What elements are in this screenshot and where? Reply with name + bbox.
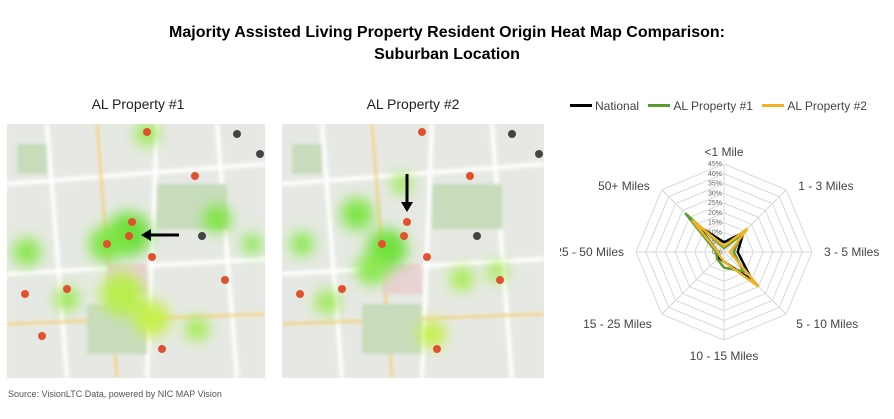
legend-item-al-property-1: AL Property #1 <box>648 99 753 113</box>
legend-item-al-property-2: AL Property #2 <box>762 99 867 113</box>
map-1-grey-pins <box>198 130 264 240</box>
heat-map-1 <box>7 124 265 378</box>
category-label-1: 1 - 3 Miles <box>798 179 853 193</box>
map-2-heat <box>290 174 507 348</box>
arrow-2-icon <box>401 174 413 212</box>
map-2-grey-pins <box>473 130 543 240</box>
category-label-4: 10 - 15 Miles <box>690 349 759 363</box>
tick-label-4: 20% <box>708 210 722 217</box>
title-line-2: Suburban Location <box>374 46 520 63</box>
map-1-title: AL Property #1 <box>91 96 185 112</box>
chart-title: Majority Assisted Living Property Reside… <box>0 22 894 66</box>
category-label-6: 25 - 50 Miles <box>560 245 624 259</box>
legend-label-al-property-1: AL Property #1 <box>673 98 753 113</box>
tick-label-8: 40% <box>708 171 722 178</box>
tick-label-9: 45% <box>708 161 722 168</box>
map-1-pins <box>21 128 229 353</box>
category-label-7: 50+ Miles <box>598 179 650 193</box>
category-label-5: 15 - 25 Miles <box>583 317 652 331</box>
legend-swatch-al-property-1 <box>648 104 671 107</box>
category-label-2: 3 - 5 Miles <box>824 245 879 259</box>
axis-spoke-5 <box>661 251 725 315</box>
legend-label-al-property-2: AL Property #2 <box>787 98 867 113</box>
legend-swatch-national <box>570 104 592 107</box>
tick-label-6: 30% <box>708 190 722 197</box>
heat-map-2 <box>282 124 544 378</box>
tick-label-2: 10% <box>708 229 722 236</box>
tick-label-7: 35% <box>708 181 722 188</box>
title-line-1: Majority Assisted Living Property Reside… <box>169 24 725 41</box>
map-2-base <box>282 124 544 378</box>
axis-spoke-1 <box>723 189 787 253</box>
legend-label-national: National <box>595 98 640 113</box>
chart-legend: National AL Property #1 AL Property #2 <box>570 96 873 113</box>
map-1-heat <box>13 124 262 341</box>
legend-item-national: National <box>570 99 639 113</box>
map-2-title: AL Property #2 <box>366 96 460 112</box>
map-2-pins <box>296 128 504 353</box>
category-label-3: 5 - 10 Miles <box>796 317 858 331</box>
series-line-al-property-2 <box>691 219 760 288</box>
legend-swatch-al-property-2 <box>762 104 785 107</box>
tick-label-3: 15% <box>708 220 722 227</box>
source-note: Source: VisionLTC Data, powered by NIC M… <box>8 389 222 399</box>
arrow-1-icon <box>141 229 179 241</box>
tick-label-5: 25% <box>708 200 722 207</box>
category-label-0: <1 Mile <box>704 145 743 159</box>
